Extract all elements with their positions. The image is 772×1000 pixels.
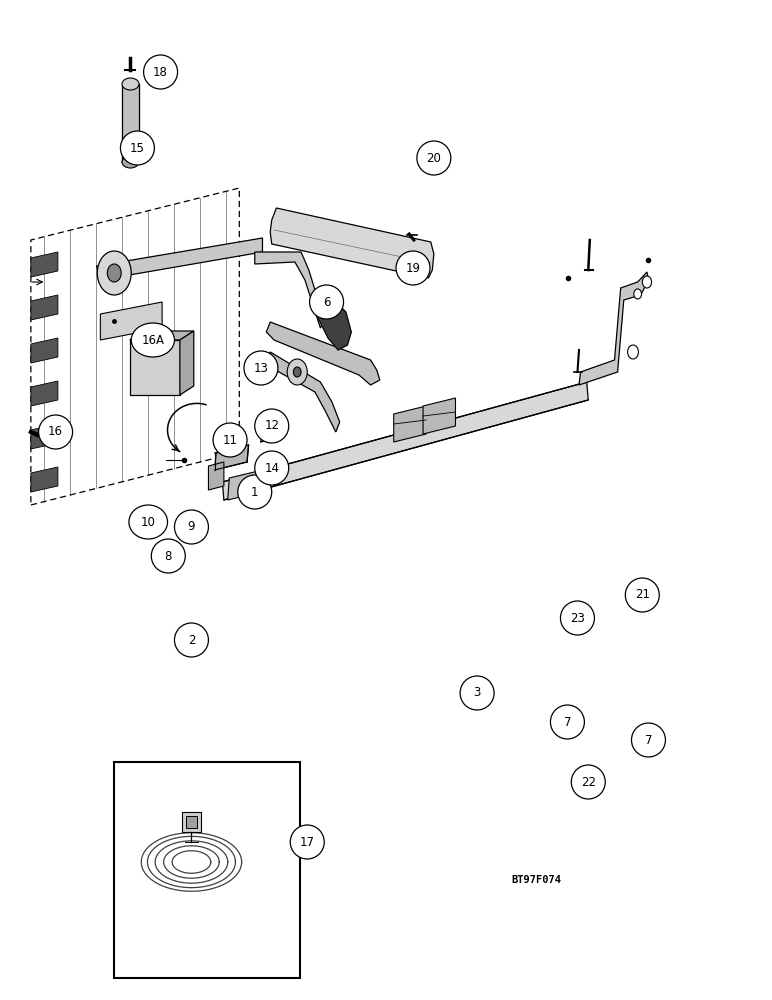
Text: 11: 11 bbox=[222, 434, 238, 446]
Polygon shape bbox=[122, 84, 139, 162]
Ellipse shape bbox=[213, 423, 247, 457]
Polygon shape bbox=[579, 272, 648, 385]
Ellipse shape bbox=[120, 131, 154, 165]
Ellipse shape bbox=[144, 55, 178, 89]
Polygon shape bbox=[255, 252, 324, 328]
Polygon shape bbox=[208, 462, 224, 490]
Polygon shape bbox=[31, 381, 58, 406]
Ellipse shape bbox=[560, 601, 594, 635]
Text: 22: 22 bbox=[581, 776, 596, 788]
Ellipse shape bbox=[216, 430, 224, 442]
Text: 10: 10 bbox=[141, 516, 156, 528]
Text: 23: 23 bbox=[570, 611, 585, 624]
Ellipse shape bbox=[290, 825, 324, 859]
Text: 7: 7 bbox=[564, 716, 571, 728]
Polygon shape bbox=[96, 238, 262, 280]
Text: 17: 17 bbox=[300, 835, 315, 848]
Circle shape bbox=[107, 264, 121, 282]
Ellipse shape bbox=[417, 141, 451, 175]
Polygon shape bbox=[423, 398, 455, 434]
Ellipse shape bbox=[571, 765, 605, 799]
Ellipse shape bbox=[310, 285, 344, 319]
Polygon shape bbox=[270, 208, 434, 278]
Circle shape bbox=[642, 276, 652, 288]
Ellipse shape bbox=[122, 78, 139, 90]
Polygon shape bbox=[394, 406, 426, 442]
Text: 16A: 16A bbox=[141, 334, 164, 347]
Text: 20: 20 bbox=[426, 151, 442, 164]
Text: 15: 15 bbox=[130, 141, 145, 154]
Polygon shape bbox=[31, 252, 58, 277]
Ellipse shape bbox=[260, 418, 268, 426]
Polygon shape bbox=[228, 470, 262, 500]
Ellipse shape bbox=[238, 475, 272, 509]
Polygon shape bbox=[31, 338, 58, 363]
Ellipse shape bbox=[174, 510, 208, 544]
Polygon shape bbox=[31, 424, 58, 449]
Ellipse shape bbox=[255, 409, 289, 443]
Ellipse shape bbox=[131, 323, 174, 357]
Ellipse shape bbox=[174, 623, 208, 657]
Polygon shape bbox=[31, 295, 58, 320]
Ellipse shape bbox=[244, 351, 278, 385]
Polygon shape bbox=[266, 352, 340, 432]
Ellipse shape bbox=[631, 723, 665, 757]
Circle shape bbox=[628, 345, 638, 359]
Text: 9: 9 bbox=[188, 520, 195, 534]
Text: 13: 13 bbox=[253, 361, 269, 374]
Circle shape bbox=[634, 289, 642, 299]
Text: 16: 16 bbox=[48, 425, 63, 438]
Circle shape bbox=[287, 359, 307, 385]
Bar bbox=[114, 762, 300, 978]
Circle shape bbox=[293, 367, 301, 377]
Bar bbox=[186, 816, 197, 828]
Text: 2: 2 bbox=[188, 634, 195, 647]
Polygon shape bbox=[222, 382, 588, 500]
Text: 1: 1 bbox=[251, 486, 259, 498]
Ellipse shape bbox=[396, 251, 430, 285]
Text: BT97F074: BT97F074 bbox=[511, 875, 561, 885]
Text: 6: 6 bbox=[323, 296, 330, 308]
Text: 21: 21 bbox=[635, 588, 650, 601]
Text: 7: 7 bbox=[645, 734, 652, 746]
Ellipse shape bbox=[550, 705, 584, 739]
Text: 19: 19 bbox=[405, 261, 421, 274]
Text: 8: 8 bbox=[164, 550, 172, 562]
Polygon shape bbox=[31, 467, 58, 492]
Polygon shape bbox=[130, 340, 180, 395]
Polygon shape bbox=[182, 812, 201, 832]
Ellipse shape bbox=[460, 676, 494, 710]
Ellipse shape bbox=[625, 578, 659, 612]
Text: 12: 12 bbox=[264, 419, 279, 432]
Polygon shape bbox=[318, 300, 351, 350]
Text: 14: 14 bbox=[264, 462, 279, 475]
Ellipse shape bbox=[122, 156, 139, 168]
Text: 18: 18 bbox=[153, 66, 168, 79]
Polygon shape bbox=[180, 331, 194, 395]
Polygon shape bbox=[220, 430, 243, 442]
Circle shape bbox=[97, 251, 131, 295]
Polygon shape bbox=[261, 422, 267, 442]
Ellipse shape bbox=[129, 505, 168, 539]
Polygon shape bbox=[130, 331, 194, 340]
Polygon shape bbox=[100, 302, 162, 340]
Ellipse shape bbox=[39, 415, 73, 449]
Text: 3: 3 bbox=[473, 686, 481, 700]
Polygon shape bbox=[266, 322, 380, 385]
Polygon shape bbox=[215, 445, 249, 470]
Ellipse shape bbox=[151, 539, 185, 573]
Ellipse shape bbox=[255, 451, 289, 485]
